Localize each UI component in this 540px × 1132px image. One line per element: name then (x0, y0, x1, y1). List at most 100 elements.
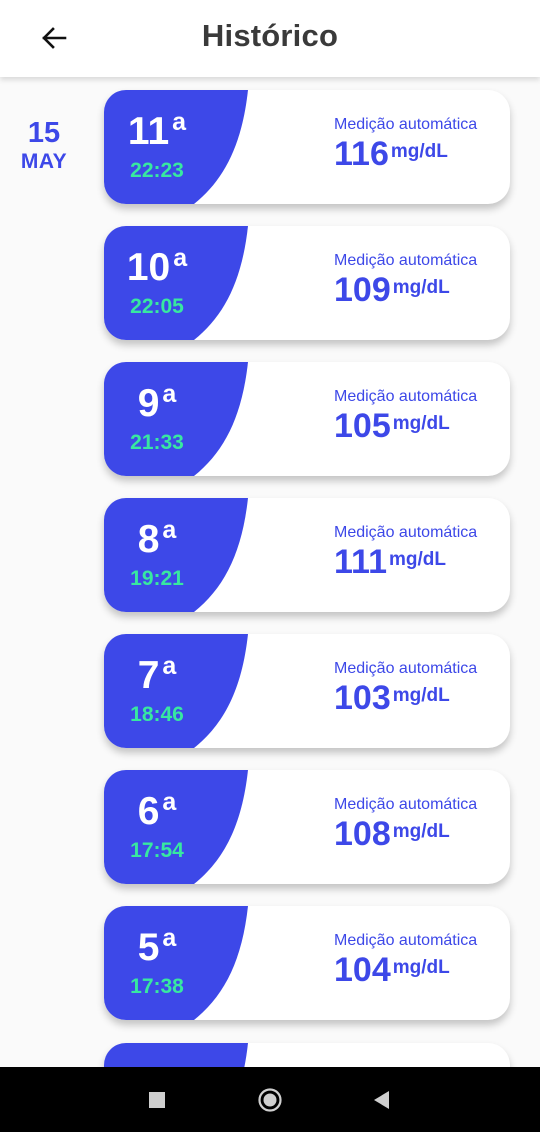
measurement-type-label: Medição automática (334, 932, 478, 949)
glucose-unit: mg/dL (388, 549, 446, 570)
home-button[interactable] (257, 1087, 283, 1113)
measurement-type-label: Medição automática (334, 660, 478, 677)
date-label: 15 MAY (14, 117, 74, 175)
measurement-details: Medição automática 104 mg/dL (334, 932, 494, 989)
measurement-time: 18:46 (130, 703, 184, 726)
measurement-card[interactable]: 11 a 22:23 Medição automática 116 mg/dL (104, 90, 510, 204)
glucose-value: 104 (334, 951, 391, 989)
measurement-details: Medição automática 111 mg/dL (334, 524, 494, 581)
glucose-unit: mg/dL (392, 413, 450, 434)
ordinal-number: 10 (126, 246, 171, 289)
measurement-ordinal: 10 a (104, 246, 210, 290)
recents-button[interactable] (144, 1087, 170, 1113)
card-accent-shape (104, 634, 248, 748)
measurement-type-label: Medição automática (334, 796, 478, 813)
measurement-value-row: 116 mg/dL (334, 135, 494, 173)
glucose-value: 105 (334, 407, 391, 445)
glucose-unit: mg/dL (392, 277, 450, 298)
card-accent-shape (104, 1043, 248, 1067)
ordinal-suffix: a (162, 652, 177, 680)
card-accent-shape (104, 906, 248, 1020)
card-accent-shape (104, 362, 248, 476)
ordinal-number: 6 (137, 790, 160, 833)
measurement-type-label: Medição automática (334, 524, 478, 541)
measurement-value-row: 108 mg/dL (334, 815, 494, 853)
ordinal-suffix: a (172, 108, 187, 136)
ordinal-number: 9 (137, 382, 160, 425)
card-accent-shape (104, 498, 248, 612)
square-icon (149, 1092, 165, 1108)
measurement-card[interactable]: 10 a 22:05 Medição automática 109 mg/dL (104, 226, 510, 340)
triangle-back-icon (374, 1091, 389, 1109)
date-day: 15 (27, 117, 61, 149)
measurement-details: Medição automática 103 mg/dL (334, 660, 494, 717)
ordinal-number: 11 (127, 110, 170, 153)
measurement-type-label: Medição automática (334, 116, 478, 133)
glucose-unit: mg/dL (392, 685, 450, 706)
ordinal-number: 5 (137, 926, 160, 969)
glucose-value: 103 (334, 679, 391, 717)
app-header: Histórico (0, 0, 540, 77)
arrow-left-icon (42, 27, 67, 49)
measurement-value-row: 109 mg/dL (334, 271, 494, 309)
back-button[interactable] (32, 18, 76, 58)
measurement-value-row: 105 mg/dL (334, 407, 494, 445)
measurement-time: 22:05 (130, 295, 184, 318)
measurement-card-partial[interactable] (104, 1043, 510, 1067)
glucose-unit: mg/dL (390, 141, 448, 162)
measurement-value-row: 111 mg/dL (334, 543, 494, 581)
glucose-value: 111 (334, 543, 387, 581)
ordinal-number: 7 (137, 654, 160, 697)
measurement-time: 22:23 (130, 159, 184, 182)
measurement-details: Medição automática 116 mg/dL (334, 116, 494, 173)
glucose-unit: mg/dL (392, 821, 450, 842)
ordinal-suffix: a (162, 924, 177, 952)
ordinal-suffix: a (173, 244, 188, 272)
measurement-type-label: Medição automática (334, 252, 478, 269)
measurement-time: 17:38 (130, 975, 184, 998)
measurement-time: 19:21 (130, 567, 184, 590)
ordinal-suffix: a (162, 380, 177, 408)
measurement-time: 21:33 (130, 431, 184, 454)
measurement-time: 17:54 (130, 839, 184, 862)
glucose-value: 116 (334, 135, 389, 173)
system-navbar (0, 1067, 540, 1132)
circle-icon (258, 1088, 282, 1112)
measurement-index: 10 a 22:05 (104, 226, 210, 340)
card-accent-shape (104, 770, 248, 884)
ordinal-suffix: a (162, 788, 177, 816)
measurement-details: Medição automática 108 mg/dL (334, 796, 494, 853)
glucose-value: 108 (334, 815, 391, 853)
measurement-value-row: 103 mg/dL (334, 679, 494, 717)
measurement-value-row: 104 mg/dL (334, 951, 494, 989)
measurement-details: Medição automática 109 mg/dL (334, 252, 494, 309)
history-list[interactable]: 15 MAY 11 a 22:23 Medição automática 116 m… (0, 77, 540, 1067)
ordinal-number: 8 (137, 518, 160, 561)
card-accent-shape (104, 90, 248, 204)
measurement-type-label: Medição automática (334, 388, 478, 405)
date-month: MAY (20, 150, 68, 173)
glucose-unit: mg/dL (392, 957, 450, 978)
page-title: Histórico (201, 18, 339, 53)
measurement-index: 11 a 22:23 (104, 90, 210, 204)
nav-back-button[interactable] (368, 1087, 394, 1113)
glucose-value: 109 (334, 271, 391, 309)
measurement-details: Medição automática 105 mg/dL (334, 388, 494, 445)
ordinal-suffix: a (162, 516, 177, 544)
measurement-ordinal: 11 a (104, 110, 210, 154)
